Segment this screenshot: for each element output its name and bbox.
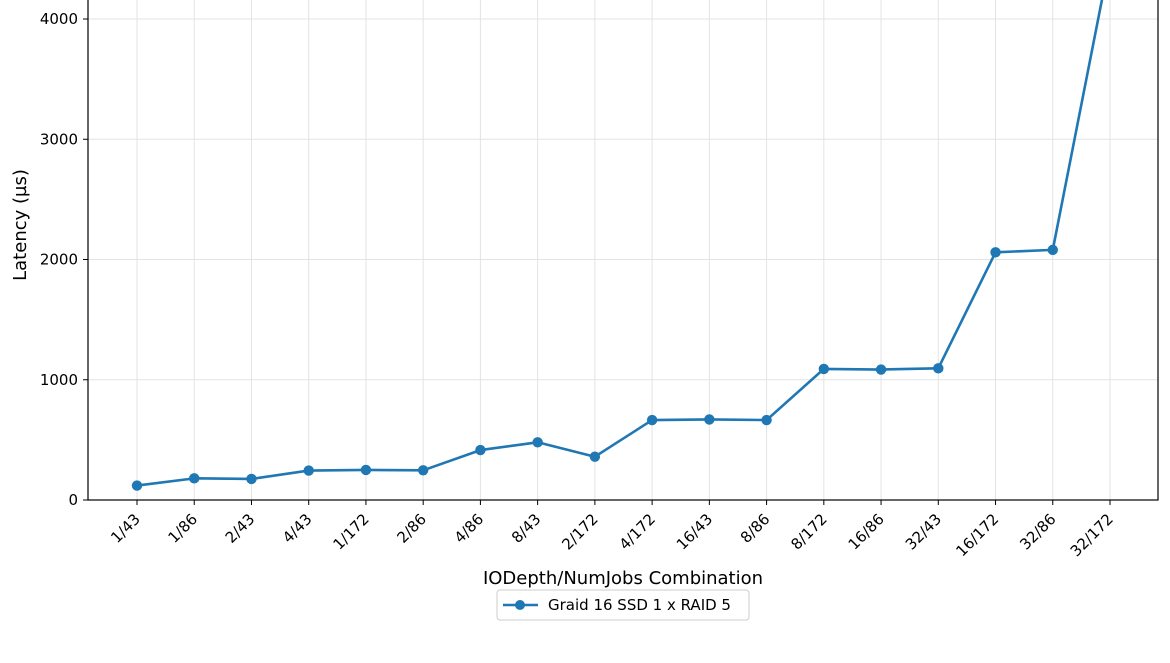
x-tick-label: 1/172 <box>329 510 372 553</box>
x-tick-label: 4/172 <box>616 510 659 553</box>
x-tick-label: 2/43 <box>222 510 259 547</box>
x-tick-label: 1/43 <box>107 510 144 547</box>
legend-dot-marker <box>515 600 525 610</box>
grid-lines <box>88 0 1158 501</box>
data-point <box>818 363 830 375</box>
plot-frame <box>87 0 1159 501</box>
data-point <box>246 473 257 485</box>
data-point <box>875 364 887 375</box>
x-tick-label: 8/43 <box>508 510 545 547</box>
x-tick-label: 16/43 <box>673 510 716 553</box>
data-point <box>646 414 658 426</box>
data-point <box>532 437 543 448</box>
data-point <box>589 451 601 462</box>
legend-box <box>496 589 750 621</box>
data-point <box>990 247 1001 258</box>
data-point <box>1047 244 1058 256</box>
data-point <box>417 465 429 476</box>
y-axis-ticks: 0 1000 2000 3000 4000 <box>40 10 88 509</box>
y-axis-title: Latency (µs) <box>10 169 31 281</box>
x-tick-label: 16/172 <box>952 510 1002 560</box>
x-tick-label: 32/43 <box>902 510 945 553</box>
data-point <box>933 363 944 374</box>
data-point <box>303 465 314 476</box>
series-layer <box>131 0 1104 491</box>
y-tick-label: 0 <box>68 491 78 509</box>
y-tick-label: 2000 <box>40 251 78 269</box>
x-tick-label: 8/172 <box>787 510 830 553</box>
data-point <box>131 480 143 491</box>
data-point <box>704 414 715 425</box>
data-point <box>761 414 772 426</box>
x-tick-label: 32/172 <box>1067 510 1117 560</box>
x-tick-label: 2/86 <box>393 510 430 547</box>
x-axis-ticks: 1/43 1/86 2/43 4/43 1/172 2/86 4/86 8/43 2/172 4/… <box>107 500 1117 560</box>
y-tick-label: 4000 <box>40 10 78 28</box>
data-point <box>475 444 486 456</box>
x-tick-label: 4/43 <box>279 510 316 547</box>
series-line <box>136 0 1104 487</box>
x-tick-label: 2/172 <box>558 510 601 553</box>
y-tick-label: 1000 <box>40 371 78 389</box>
x-tick-label: 16/86 <box>845 510 888 553</box>
legend: Graid 16 SSD 1 x RAID 5 <box>496 589 750 621</box>
x-tick-label: 8/86 <box>737 510 774 547</box>
x-tick-label: 1/86 <box>165 510 202 547</box>
data-point <box>189 473 200 484</box>
x-axis-title: IODepth/NumJobs Combination <box>483 568 763 589</box>
x-tick-label: 32/86 <box>1016 510 1059 553</box>
x-tick-label: 4/86 <box>451 510 488 547</box>
y-tick-label: 3000 <box>40 130 78 148</box>
legend-label: Graid 16 SSD 1 x RAID 5 <box>548 596 731 614</box>
data-point <box>360 464 372 476</box>
